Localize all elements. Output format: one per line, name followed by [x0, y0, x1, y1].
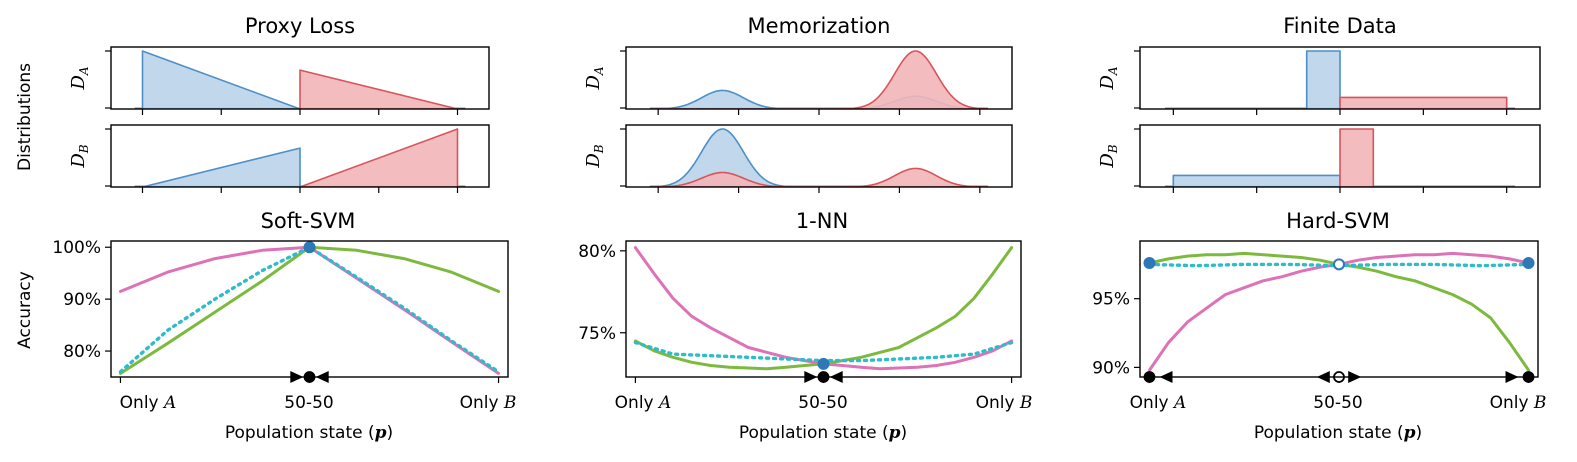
dist-area-group-B [1339, 96, 1508, 109]
title-hard-svm: Hard-SVM [1286, 209, 1390, 233]
ylabel-DB-finite: DB [1097, 144, 1120, 168]
series-pink [1148, 251, 1530, 372]
xtick-50-50: 50-50 [1313, 393, 1362, 413]
frame-1nn [625, 240, 1022, 378]
title-proxy-loss: Proxy Loss [245, 14, 355, 38]
series-green [119, 245, 500, 375]
equilibrium-marker [1522, 256, 1535, 269]
row-label-accuracy: Accuracy [15, 271, 35, 349]
xtick-only-a: Only A [120, 393, 177, 413]
ylabel-DB-mem: DB [583, 144, 606, 168]
dist-panel-4 [1165, 50, 1515, 109]
equilibrium-marker [303, 241, 316, 254]
dist-area-group-A [649, 128, 989, 187]
ylabel-DA-finite: DA [1097, 66, 1120, 90]
dist-area-group-B [299, 128, 459, 187]
xticks-soft-svm: Only A 50-50 Only B Population state (p) [120, 393, 517, 443]
ytick-label: 90% [63, 290, 101, 310]
dist-ylabels: DA DB DA DB DA DB [68, 66, 1120, 169]
dist-panel-1 [134, 128, 466, 187]
xtick-only-b: Only B [460, 393, 517, 413]
dist-area-group-B [649, 50, 989, 109]
title-memorization: Memorization [748, 14, 891, 38]
dist-area-group-B [649, 167, 989, 187]
ytick-label: 75% [578, 324, 616, 344]
series-green [1148, 251, 1530, 372]
dist-area-group-A [1172, 174, 1341, 187]
title-soft-svm: Soft-SVM [261, 209, 356, 233]
xtick-only-b: Only B [976, 393, 1033, 413]
ytick-label: 80% [63, 342, 101, 362]
ylabel-DA-mem: DA [583, 66, 606, 90]
dist-area-group-A [141, 50, 301, 109]
accuracy-panel-1: 75% 80% [578, 242, 1014, 383]
equilibrium-marker [1143, 256, 1156, 269]
dist-panel-2 [649, 50, 989, 109]
frame-soft-svm [110, 240, 509, 378]
ytick-label: 80% [578, 242, 616, 262]
accuracy-panel-2: 90% 95% [1092, 251, 1535, 383]
dist-area-group-A [141, 147, 301, 187]
xticks-hard-svm: Only A 50-50 Only B Population state (p) [1130, 393, 1547, 443]
xtick-only-a: Only A [1130, 393, 1187, 413]
frame-finite-DB [1139, 124, 1541, 188]
equilibrium-marker [1333, 258, 1345, 271]
series-green [633, 246, 1014, 371]
frame-proxy-DA [110, 46, 490, 110]
title-1nn: 1-NN [796, 209, 848, 233]
frame-mem-DA [625, 46, 1013, 110]
accuracy-panel-0: 80% 90% 100% [52, 238, 501, 383]
equilibrium-marker [817, 357, 830, 370]
dist-panel-5 [1165, 128, 1515, 187]
ytick-label: 100% [52, 238, 101, 258]
dist-area-group-B [299, 69, 459, 109]
frame-hard-svm [1139, 240, 1539, 378]
distribution-panels [105, 50, 1515, 193]
series-pink [633, 246, 1014, 371]
series-cyan-dotted [118, 245, 501, 374]
accuracy-panels: 80% 90% 100% 75% 80% 90% 95% [52, 238, 1535, 383]
series-pink [119, 245, 500, 375]
xticks-1nn: Only A 50-50 Only B Population state (p) [615, 393, 1033, 443]
xtick-50-50: 50-50 [798, 393, 847, 413]
ylabel-DB-proxy: DB [68, 144, 91, 168]
title-finite-data: Finite Data [1283, 14, 1397, 38]
ytick-label: 95% [1092, 290, 1130, 310]
frame-finite-DA [1139, 46, 1541, 110]
xlabel-hard-svm: Population state (p) [1254, 423, 1422, 443]
dist-panel-3 [649, 128, 989, 187]
ytick-label: 90% [1092, 358, 1130, 378]
dist-panel-0 [134, 50, 466, 109]
dist-area-group-A [1305, 50, 1341, 109]
xlabel-soft-svm: Population state (p) [225, 423, 393, 443]
row-label-distributions: Distributions [15, 63, 35, 171]
ylabel-DA-proxy: DA [68, 66, 91, 90]
xtick-only-a: Only A [615, 393, 672, 413]
frame-proxy-DB [110, 124, 490, 188]
dist-area-group-B [1339, 128, 1375, 187]
xtick-50-50: 50-50 [284, 393, 333, 413]
xtick-only-b: Only B [1490, 393, 1547, 413]
frame-mem-DB [625, 124, 1013, 188]
xlabel-1nn: Population state (p) [739, 423, 907, 443]
